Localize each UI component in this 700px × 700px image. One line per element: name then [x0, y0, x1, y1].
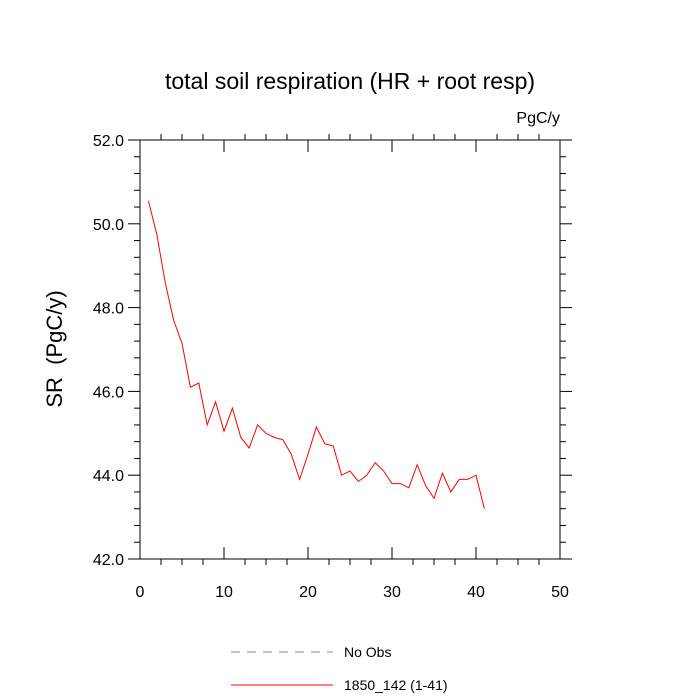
y-axis-label: SR (PgC/y) [42, 290, 67, 407]
plot-frame [139, 139, 561, 560]
y-tick-label: 44.0 [93, 468, 124, 485]
chart-title: total soil respiration (HR + root resp) [165, 68, 535, 94]
units-label: PgC/y [516, 110, 560, 127]
x-tick-label: 30 [383, 584, 401, 601]
y-tick-label: 52.0 [93, 133, 124, 150]
x-tick-label: 40 [467, 584, 485, 601]
x-tick-label: 50 [551, 584, 569, 601]
axis-ticks [128, 134, 572, 565]
series-lines [147, 200, 485, 509]
y-tick-label: 50.0 [93, 217, 124, 234]
x-tick-label: 0 [136, 584, 145, 601]
y-tick-label: 42.0 [93, 552, 124, 569]
x-tick-label: 20 [299, 584, 317, 601]
legend-label-1: 1850_142 (1-41) [344, 677, 448, 693]
series-line-1 [147, 200, 485, 509]
x-tick-label: 10 [215, 584, 233, 601]
legend-label-0: No Obs [344, 644, 391, 660]
y-tick-label: 46.0 [93, 384, 124, 401]
y-tick-label: 48.0 [93, 301, 124, 318]
axis-tick-labels: 0 10 20 30 40 50 42.0 44.0 46.0 48.0 50.0 52.0 [93, 133, 569, 601]
legend: No Obs 1850_142 (1-41) [231, 644, 448, 693]
